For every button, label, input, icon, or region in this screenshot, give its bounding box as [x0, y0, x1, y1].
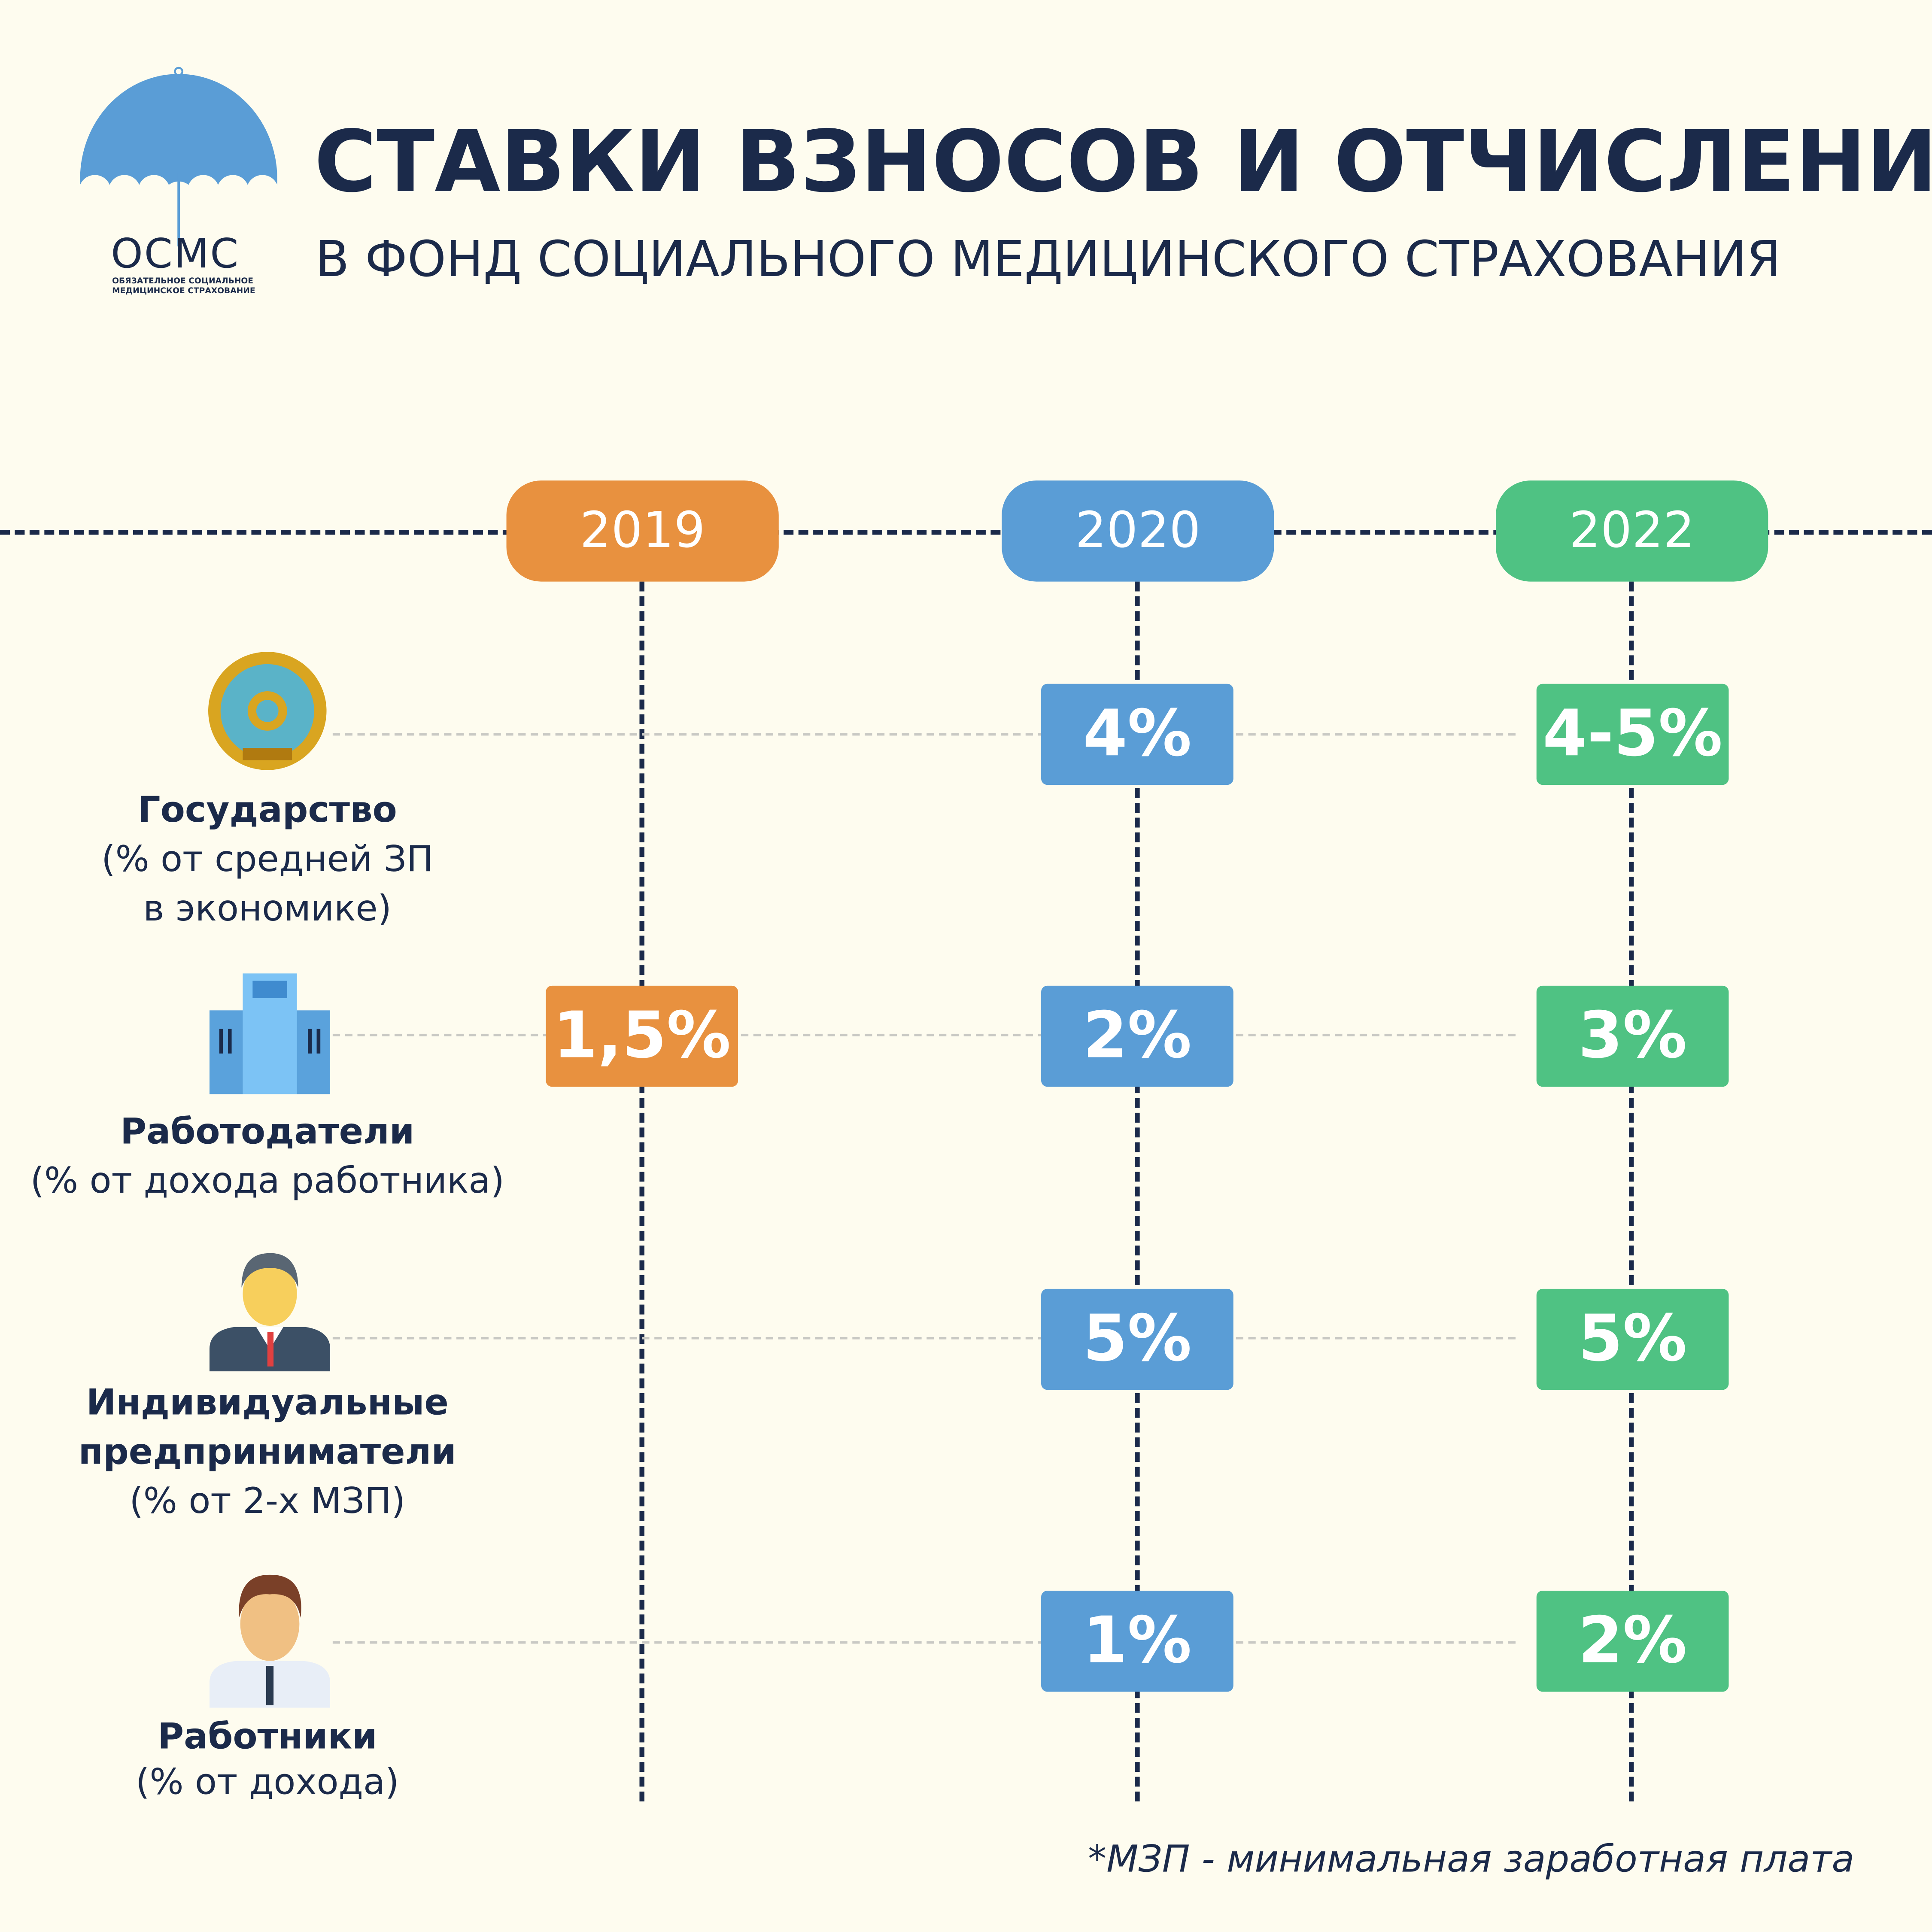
value-employees-2022: 2%: [1536, 1591, 1729, 1692]
year-line-2019: [639, 581, 644, 1801]
logo-text: ОСМС: [111, 229, 240, 277]
year-line-2022: [1629, 581, 1634, 1801]
row-subtitle: в экономике): [143, 887, 392, 929]
page-subtitle: В ФОНД СОЦИАЛЬНОГО МЕДИЦИНСКОГО СТРАХОВА…: [315, 231, 1781, 289]
row-subtitle: (% от дохода): [136, 1761, 399, 1803]
value-entrepreneurs-2020: 5%: [1041, 1288, 1233, 1390]
row-title: Работники: [158, 1715, 377, 1757]
umbrella-icon: [80, 67, 277, 246]
row-label-entrepreneurs: Индивидуальные предприниматели (% от 2-х…: [21, 1378, 514, 1525]
value-entrepreneurs-2022: 5%: [1536, 1288, 1729, 1390]
businessman-icon: [209, 1253, 331, 1372]
timeline-line: [0, 530, 1932, 535]
value-employers-2022: 3%: [1536, 985, 1729, 1087]
logo-caption-1: ОБЯЗАТЕЛЬНОЕ СОЦИАЛЬНОЕ: [112, 276, 254, 286]
year-2022-badge: 2022: [1496, 480, 1768, 582]
row-line: [332, 1641, 1516, 1644]
year-2020-badge: 2020: [1002, 480, 1274, 582]
row-title: Работодатели: [120, 1110, 415, 1152]
page-title: СТАВКИ ВЗНОСОВ И ОТЧИСЛЕНИЙ: [314, 113, 1932, 212]
row-title: Индивидуальные: [86, 1381, 449, 1423]
logo-caption-2: МЕДИЦИНСКОЕ СТРАХОВАНИЕ: [112, 286, 255, 296]
year-2019-badge: 2019: [506, 480, 779, 582]
row-line: [332, 1337, 1516, 1340]
row-label-employees: Работники (% от дохода): [21, 1714, 514, 1805]
row-line: [332, 733, 1516, 736]
footnote: *МЗП - минимальная заработная плата: [1088, 1838, 1855, 1882]
row-title: Государство: [137, 788, 397, 831]
office-building-icon: [209, 973, 331, 1094]
row-subtitle: (% от дохода работника): [30, 1159, 504, 1202]
row-label-state: Государство (% от средней ЗП в экономике…: [21, 785, 514, 933]
value-state-2020: 4%: [1041, 683, 1233, 785]
employee-icon: [209, 1574, 331, 1708]
value-employers-2020: 2%: [1041, 985, 1233, 1087]
value-employees-2020: 1%: [1041, 1591, 1233, 1692]
kazakhstan-emblem-icon: [208, 652, 327, 770]
value-state-2022: 4-5%: [1536, 683, 1729, 785]
row-label-employers: Работодатели (% от дохода работника): [21, 1106, 514, 1205]
value-employers-2019: 1,5%: [546, 985, 738, 1087]
row-line: [332, 1033, 1516, 1036]
row-subtitle: (% от 2-х МЗП): [129, 1479, 406, 1522]
osms-logo: ОСМС ОБЯЗАТЕЛЬНОЕ СОЦИАЛЬНОЕ МЕДИЦИНСКОЕ…: [74, 61, 283, 302]
year-line-2020: [1135, 581, 1140, 1801]
row-subtitle: (% от средней ЗП: [101, 838, 434, 880]
row-title: предприниматели: [78, 1430, 456, 1473]
